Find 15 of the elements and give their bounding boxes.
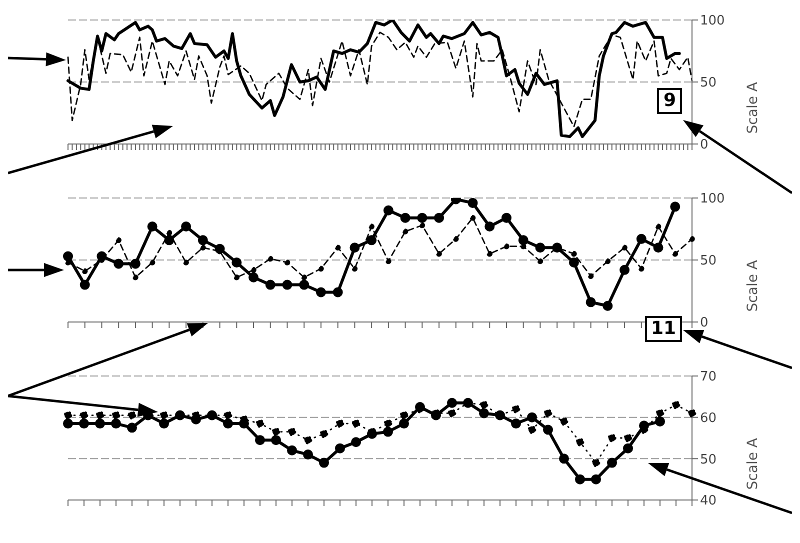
y-tick-label: 0 bbox=[700, 138, 708, 153]
y-tick-label: 70 bbox=[700, 370, 717, 385]
y-tick-label: 50 bbox=[700, 452, 717, 468]
annotation: 11 bbox=[644, 316, 682, 342]
y-tick-label: 0 bbox=[700, 316, 708, 331]
y-tick-label: 100 bbox=[700, 14, 725, 29]
y-tick-label: 60 bbox=[700, 410, 717, 426]
y-axis-title: Scale A bbox=[744, 82, 761, 134]
y-axis-title: Scale A bbox=[744, 438, 761, 490]
y-tick-label: 40 bbox=[700, 494, 717, 509]
y-tick-label: 50 bbox=[700, 254, 717, 269]
y-axis-title: Scale A bbox=[744, 260, 761, 312]
y-tick-label: 100 bbox=[700, 192, 725, 207]
annotation: 9 bbox=[657, 88, 682, 114]
y-tick-label: 50 bbox=[700, 76, 717, 91]
